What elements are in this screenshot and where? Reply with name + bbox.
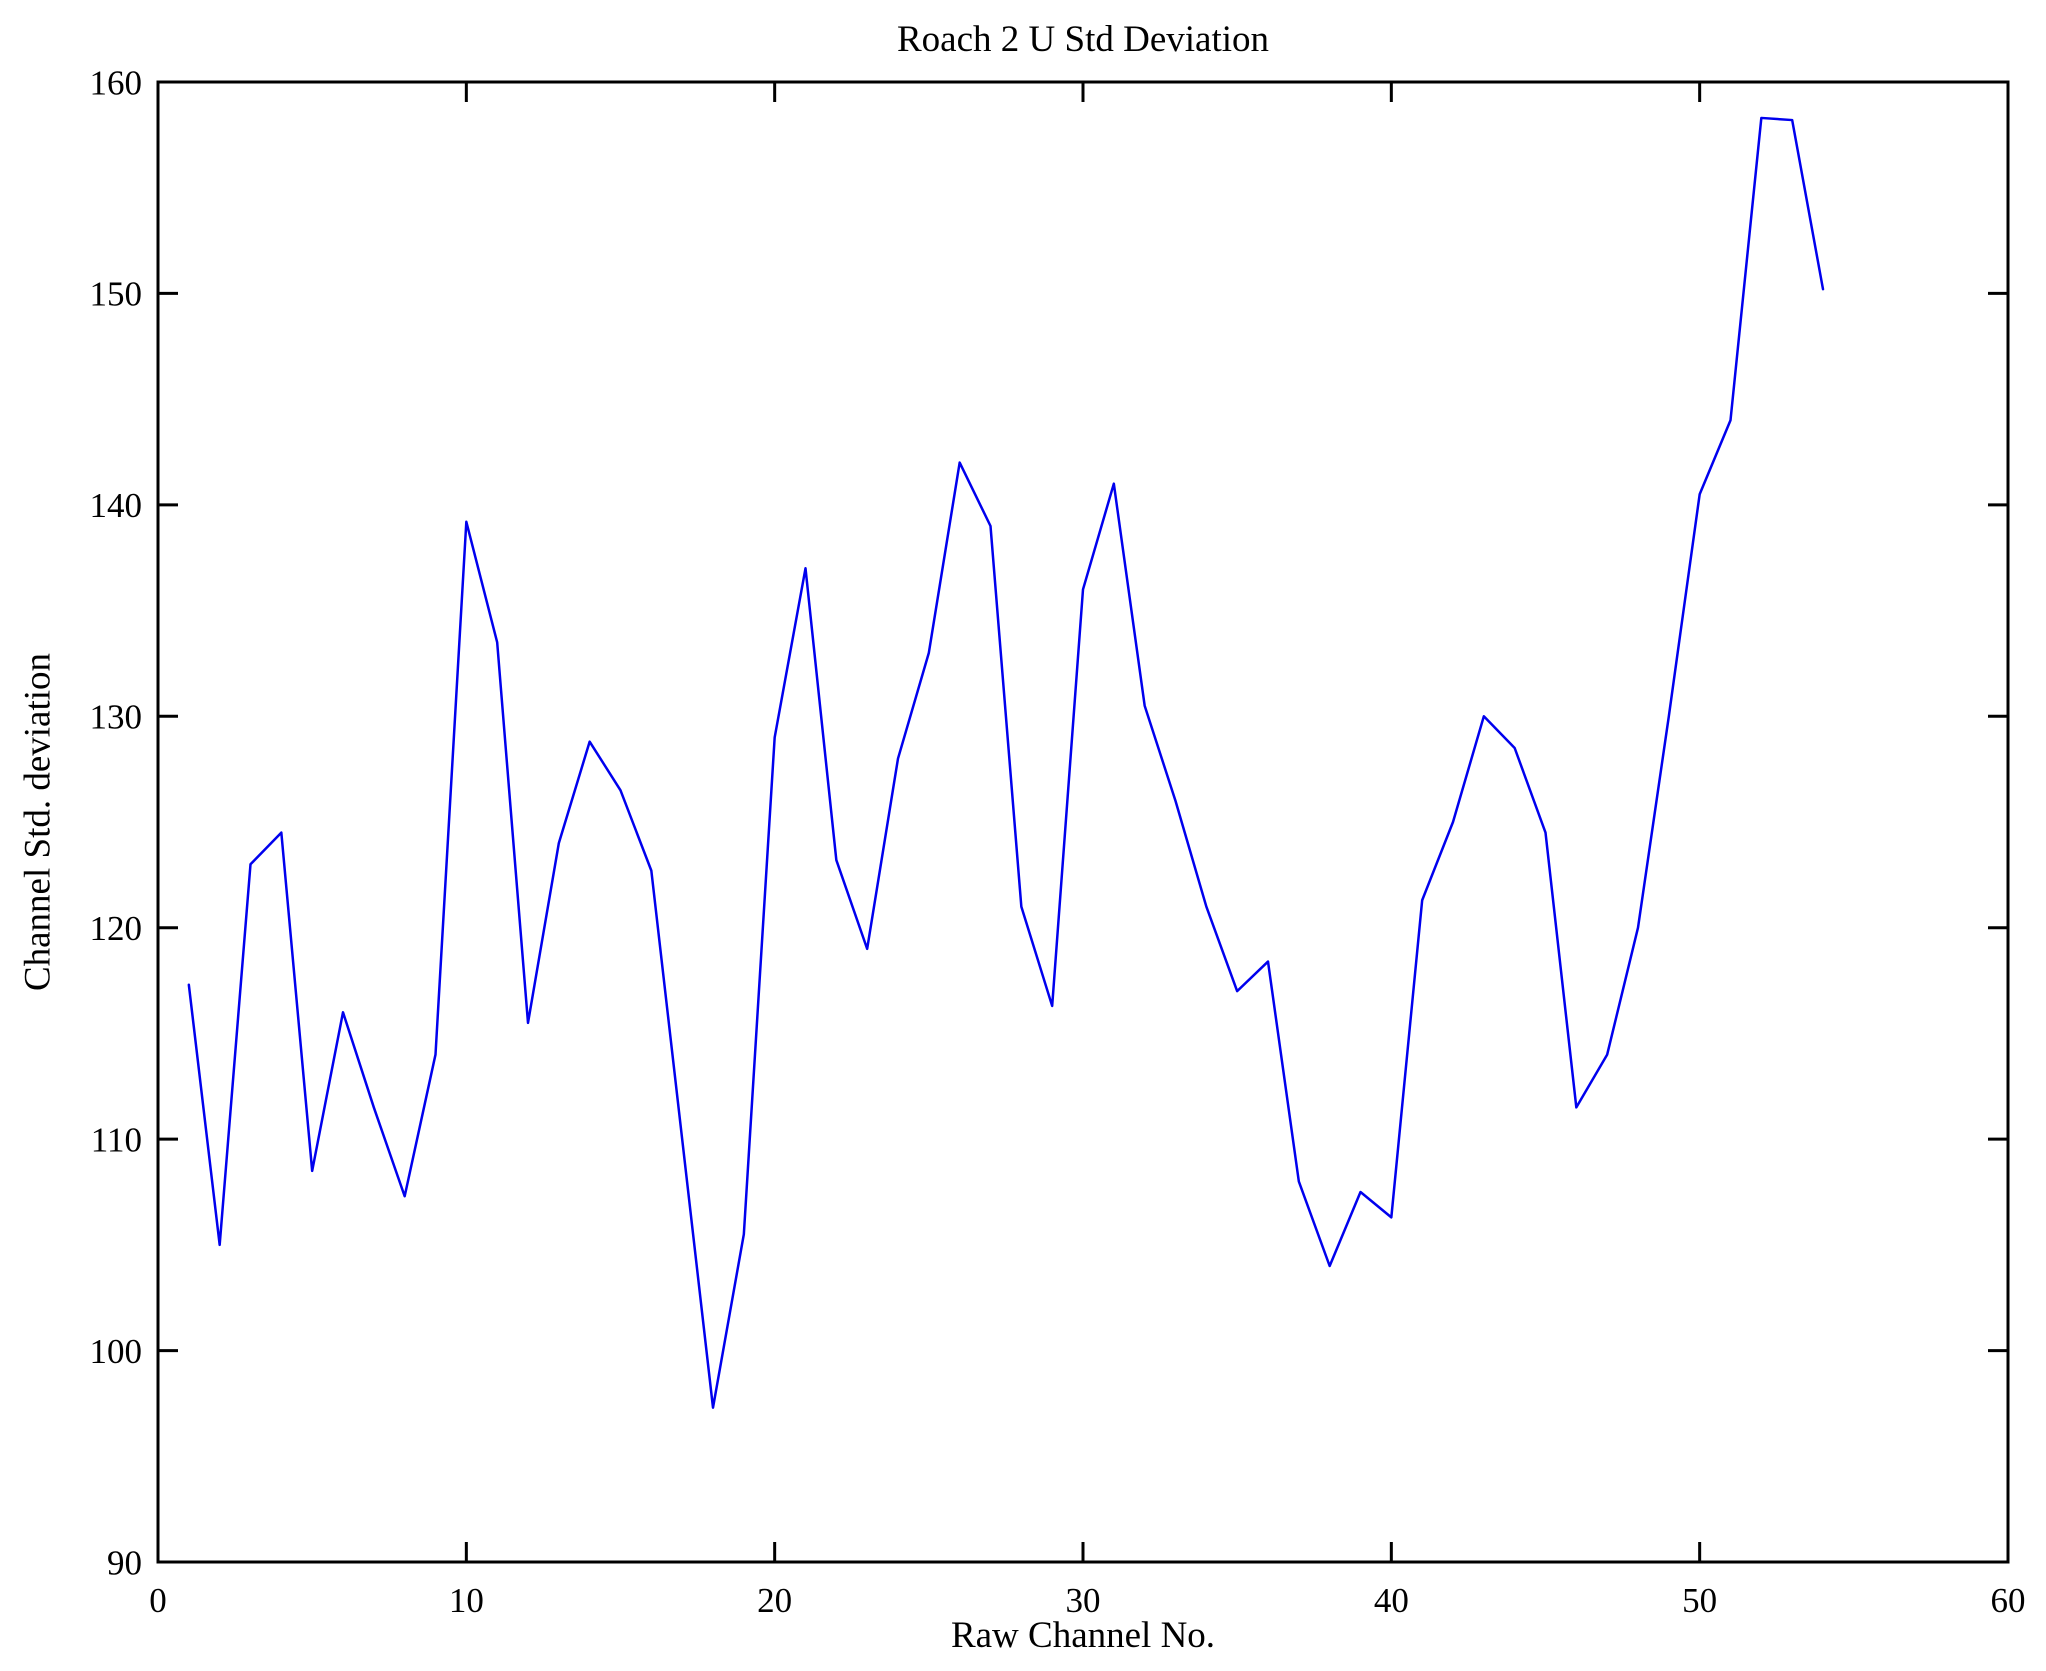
x-tick-label: 40 [1374,1581,1409,1620]
x-tick-label: 20 [757,1581,792,1620]
y-tick-label: 90 [107,1543,142,1582]
x-tick-label: 0 [149,1581,167,1620]
y-tick-label: 140 [90,486,143,525]
x-tick-label: 50 [1682,1581,1717,1620]
y-tick-label: 150 [90,275,143,314]
axes-box [156,80,2010,1564]
y-axis-label: Channel Std. deviation [17,652,59,992]
y-tick-label: 160 [90,63,143,102]
x-axis-label: Raw Channel No. [950,1615,1216,1656]
x-tick-label: 60 [1991,1581,2026,1620]
x-tick-label: 30 [1066,1581,1101,1620]
data-line [187,116,1825,1409]
y-tick-label: 100 [90,1332,143,1371]
y-tick-label: 110 [91,1120,142,1159]
y-tick-label: 130 [90,698,143,737]
x-tick-label: 10 [449,1581,484,1620]
y-tick-label: 120 [90,909,143,948]
chart-title: Roach 2 U Std Deviation [896,19,1270,60]
